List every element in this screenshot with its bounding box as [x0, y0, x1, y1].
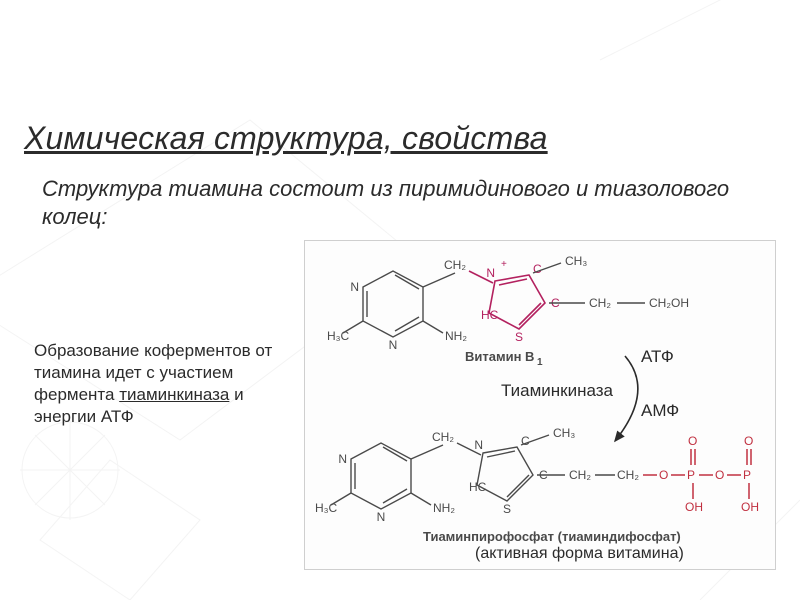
svg-text:S: S: [515, 330, 523, 344]
svg-text:N: N: [377, 510, 386, 524]
svg-text:N: N: [389, 338, 398, 352]
svg-text:HC: HC: [481, 308, 499, 322]
svg-text:H₃C: H₃C: [327, 329, 350, 343]
svg-text:N: N: [338, 452, 347, 466]
svg-text:OH: OH: [741, 500, 759, 514]
svg-text:N: N: [350, 280, 359, 294]
slide-title: Химическая структура, свойства: [24, 120, 776, 157]
tpp-molecule: N N H₃C NH₂ CH₂ N: [315, 426, 759, 544]
svg-text:O: O: [659, 468, 668, 482]
reaction-arrow: [615, 356, 638, 441]
slide-subtitle: Структура тиамина состоит из пиримидинов…: [24, 175, 776, 230]
chemistry-diagram: N N H₃C NH₂ CH₂: [304, 240, 776, 570]
svg-text:P: P: [687, 468, 695, 482]
svg-text:Тиаминпирофосфат (тиаминдифосф: Тиаминпирофосфат (тиаминдифосфат): [423, 529, 681, 544]
caption-bottom-sub: (активная форма витамина): [475, 545, 684, 563]
svg-text:Витамин В: Витамин В: [465, 349, 534, 364]
svg-text:NH₂: NH₂: [445, 329, 467, 343]
svg-text:CH₃: CH₃: [565, 254, 587, 268]
svg-text:O: O: [744, 434, 753, 448]
amp-label: АМФ: [641, 401, 679, 421]
molecule-svg: N N H₃C NH₂ CH₂: [305, 241, 775, 571]
thiamine-molecule: N N H₃C NH₂ CH₂: [327, 254, 689, 368]
svg-text:HC: HC: [469, 480, 487, 494]
svg-text:CH₂OH: CH₂OH: [649, 296, 689, 310]
atp-label: АТФ: [641, 347, 674, 367]
svg-text:NH₂: NH₂: [433, 501, 455, 515]
svg-text:H₃C: H₃C: [315, 501, 338, 515]
svg-text:CH₂: CH₂: [444, 258, 466, 272]
svg-text:OH: OH: [685, 500, 703, 514]
svg-text:CH₂: CH₂: [569, 468, 591, 482]
svg-text:CH₂: CH₂: [432, 430, 454, 444]
svg-text:CH₃: CH₃: [553, 426, 575, 440]
left-note-underlined: тиаминкиназа: [119, 385, 229, 404]
svg-text:1: 1: [537, 357, 543, 368]
svg-text:N: N: [486, 266, 495, 280]
content-row: Образование коферментов от тиамина идет …: [24, 240, 776, 570]
svg-text:N: N: [474, 438, 483, 452]
svg-text:CH₂: CH₂: [617, 468, 639, 482]
svg-text:C: C: [521, 434, 530, 448]
svg-text:S: S: [503, 502, 511, 516]
svg-text:+: +: [501, 259, 507, 270]
left-note: Образование коферментов от тиамина идет …: [34, 240, 294, 428]
svg-text:C: C: [533, 262, 542, 276]
svg-text:O: O: [715, 468, 724, 482]
svg-text:P: P: [743, 468, 751, 482]
slide: Химическая структура, свойства Структура…: [0, 0, 800, 600]
svg-text:CH₂: CH₂: [589, 296, 611, 310]
enzyme-label: Тиаминкиназа: [501, 381, 613, 401]
svg-text:O: O: [688, 434, 697, 448]
